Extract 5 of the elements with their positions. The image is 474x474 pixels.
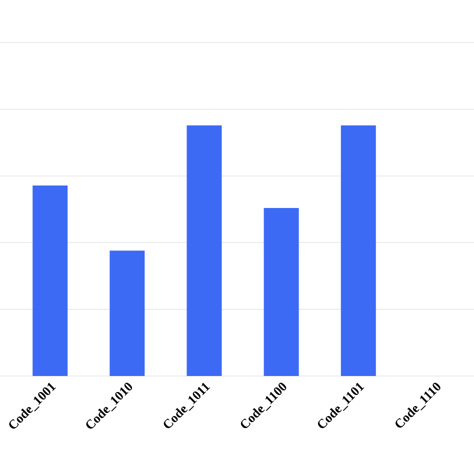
bar <box>186 125 222 376</box>
bar <box>110 250 145 376</box>
bar <box>32 185 68 376</box>
bar <box>264 208 299 376</box>
bar <box>340 125 376 376</box>
